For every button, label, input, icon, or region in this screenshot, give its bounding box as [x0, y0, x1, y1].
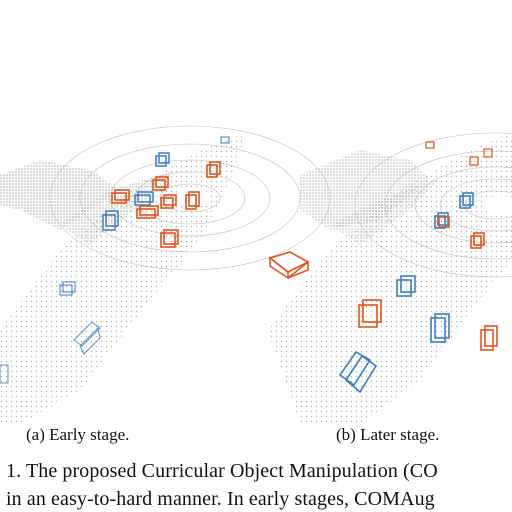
bbox-orange — [206, 161, 221, 178]
bbox-orange — [438, 216, 450, 228]
bbox-blue — [155, 152, 170, 167]
bbox-orange — [136, 205, 159, 219]
figure-caption-line-1: 1. The proposed Curricular Object Manipu… — [6, 460, 438, 482]
bbox-orange — [480, 325, 498, 351]
bbox-orange — [111, 189, 130, 204]
gt-boxes-early — [0, 136, 230, 384]
bbox-blue — [134, 191, 154, 206]
bbox-blue — [459, 192, 474, 209]
aug-boxes-later — [268, 141, 498, 351]
bbox-blue — [396, 275, 416, 297]
bbox-blue — [0, 364, 9, 384]
bbox-blue — [338, 350, 378, 394]
bbox-blue — [430, 313, 450, 343]
bbox-orange — [185, 191, 200, 210]
bbox-orange — [160, 229, 179, 248]
bbox-blue — [59, 281, 76, 296]
bbox-orange — [425, 141, 435, 149]
subfigure-caption-early: (a) Early stage. — [26, 425, 130, 444]
bbox-orange — [470, 232, 485, 249]
bbox-blue — [73, 321, 101, 355]
gt-boxes-later — [338, 192, 474, 394]
bbox-orange — [469, 156, 479, 166]
point-cloud-later — [268, 132, 512, 425]
lidar-scene-figure — [0, 125, 512, 425]
bbox-blue — [434, 212, 449, 229]
panel-early-stage — [0, 125, 331, 425]
subfigure-caption-later: (b) Later stage. — [336, 425, 440, 444]
bbox-orange — [152, 176, 169, 191]
aug-boxes-early — [111, 161, 221, 248]
point-cloud-early — [0, 125, 331, 425]
figure-caption-line-2: in an easy-to-hard manner. In early stag… — [6, 488, 435, 510]
bbox-orange — [160, 194, 177, 209]
bbox-orange — [268, 251, 310, 280]
bbox-orange — [483, 148, 493, 158]
bbox-blue — [102, 210, 119, 231]
bbox-blue — [220, 136, 230, 144]
bbox-orange — [358, 299, 382, 328]
panel-later-stage — [268, 132, 512, 425]
